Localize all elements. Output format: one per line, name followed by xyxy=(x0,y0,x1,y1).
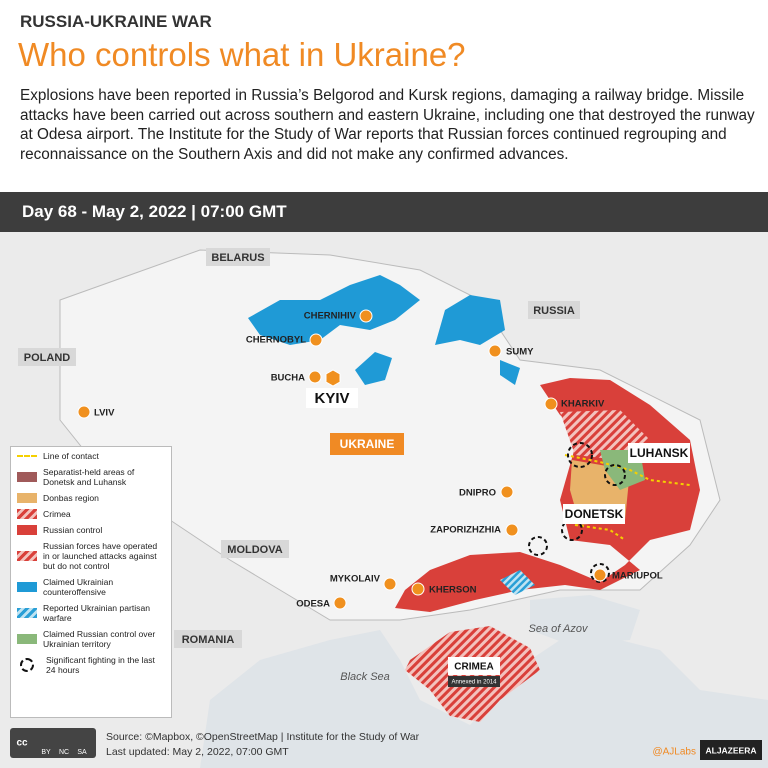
license-badge xyxy=(10,728,96,758)
label-box xyxy=(448,657,500,675)
legend-item: Claimed Ukrainian counteroffensive xyxy=(17,577,165,597)
label-box xyxy=(330,433,404,455)
city-label: BUCHA xyxy=(271,373,305,384)
source: Source: ©Mapbox, ©OpenStreetMap | Instit… xyxy=(106,731,420,743)
city-label: ZAPORIZHZHIA xyxy=(430,525,501,536)
legend-item: Line of contact xyxy=(17,451,165,461)
brand-box xyxy=(700,740,762,760)
city-label: SUMY xyxy=(506,347,534,358)
sea-label: Black Sea xyxy=(340,671,390,683)
label-box xyxy=(306,388,358,408)
legend-item: Russian forces have operated in or launc… xyxy=(17,541,165,571)
annotation: Annexed in 2014 xyxy=(451,680,497,686)
city-label: MYKOLAIV xyxy=(330,574,381,585)
label-box xyxy=(221,540,289,558)
legend-label: Russian forces have operated in or launc… xyxy=(43,541,158,571)
legend-label: Claimed Ukrainian counteroffensive xyxy=(43,577,114,597)
city-label: KHERSON xyxy=(429,585,477,596)
legend-item: Separatist-held areas of Donetsk and Luh… xyxy=(17,467,165,487)
sea-label: Sea of Azov xyxy=(529,623,589,635)
legend-label: Line of contact xyxy=(43,451,99,461)
city-label: MARIUPOL xyxy=(612,571,663,582)
legend-label: Donbas region xyxy=(43,493,99,503)
legend-item: Donbas region xyxy=(17,493,165,503)
label-box xyxy=(174,630,242,648)
description: Explosions have been reported in Russia’… xyxy=(20,87,755,163)
credit: @AJLabs xyxy=(652,747,696,758)
title: Who controls what in Ukraine? xyxy=(18,36,466,73)
country-label: ROMANIA xyxy=(182,634,235,646)
label-box xyxy=(628,443,690,463)
legend-item: Russian control xyxy=(17,525,165,535)
country-label: UKRAINE xyxy=(340,437,395,451)
date-banner: Day 68 - May 2, 2022 | 07:00 GMT xyxy=(0,192,768,232)
contested-area xyxy=(560,410,650,460)
license-label: BY xyxy=(41,749,51,756)
legend-label: Reported Ukrainian partisan warfare xyxy=(43,603,151,623)
city-label: CHERNOBYL xyxy=(246,335,306,346)
region-label: DONETSK xyxy=(565,507,624,521)
city-label: ODESA xyxy=(296,599,330,610)
license-label: NC xyxy=(59,749,69,756)
counteroffensive-area xyxy=(500,360,520,385)
label-box xyxy=(448,676,500,687)
legend-item: Reported Ukrainian partisan warfare xyxy=(17,603,165,623)
country-label: POLAND xyxy=(24,352,71,364)
license-label: SA xyxy=(77,749,87,756)
label-box xyxy=(206,248,270,266)
legend-label: Claimed Russian control over Ukrainian t… xyxy=(43,629,156,649)
brand: ALJAZEERA xyxy=(705,745,756,755)
city-label: CHERNIHIV xyxy=(304,311,357,322)
label-box xyxy=(563,504,625,524)
sea xyxy=(200,630,768,768)
legend-label: Separatist-held areas of Donetsk and Luh… xyxy=(43,467,135,487)
region-label: LUHANSK xyxy=(630,446,689,460)
counteroffensive-area xyxy=(435,295,505,345)
sea-of-azov xyxy=(530,595,640,645)
label-box xyxy=(18,348,76,366)
city-label: KYIV xyxy=(314,390,349,407)
city-label: DNIPRO xyxy=(459,488,496,499)
city-label: LVIV xyxy=(94,408,115,419)
city-dots xyxy=(77,309,607,610)
legend-label: Significant fighting in the last 24 hour… xyxy=(46,655,155,675)
partisan-area xyxy=(500,570,535,595)
country-label: BELARUS xyxy=(211,252,264,264)
counteroffensive-area xyxy=(248,275,420,345)
legend-item: Claimed Russian control over Ukrainian t… xyxy=(17,629,165,649)
legend-item: Crimea xyxy=(17,509,165,519)
kicker: RUSSIA-UKRAINE WAR xyxy=(20,12,212,31)
legend-label: Russian control xyxy=(43,525,103,535)
country-label: RUSSIA xyxy=(533,305,575,317)
counteroffensive-area xyxy=(355,352,392,385)
fighting-markers xyxy=(528,442,626,583)
legend-label: Crimea xyxy=(43,509,71,519)
region-label: CRIMEA xyxy=(454,662,493,673)
line-of-contact xyxy=(564,454,691,541)
legend-item: Significant fighting in the last 24 hour… xyxy=(17,655,165,675)
legend: Line of contact Separatist-held areas of… xyxy=(10,446,172,718)
updated: Last updated: May 2, 2022, 07:00 GMT xyxy=(106,746,289,758)
label-box xyxy=(528,301,580,319)
cc-mark: cc xyxy=(16,738,28,749)
country-label: MOLDOVA xyxy=(227,544,282,556)
city-label: KHARKIV xyxy=(561,399,605,410)
